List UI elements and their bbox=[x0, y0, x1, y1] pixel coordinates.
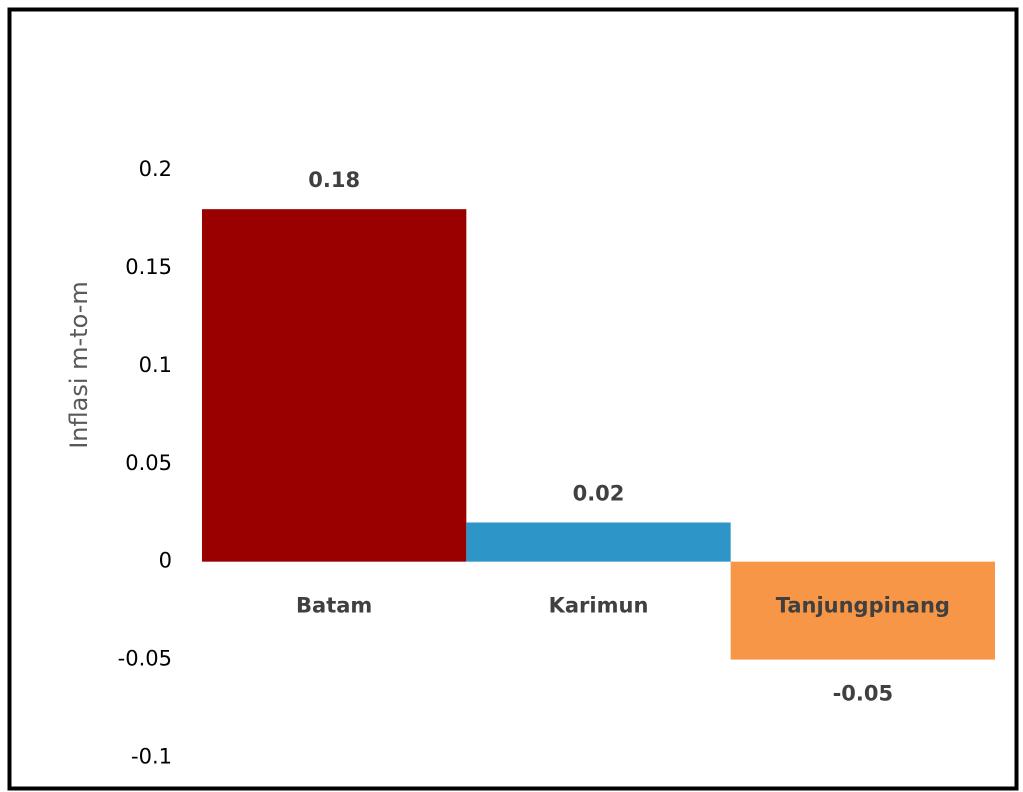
x-tick-label: Karimun bbox=[549, 594, 649, 618]
y-tick-label: -0.05 bbox=[118, 647, 172, 671]
chart-border bbox=[7, 7, 1019, 791]
y-tick-label: 0.1 bbox=[139, 353, 172, 377]
y-tick-label: 0 bbox=[159, 549, 172, 573]
x-tick-label: Tanjungpinang bbox=[776, 594, 950, 618]
y-tick-label: 0.05 bbox=[125, 451, 172, 475]
y-tick-label: 0.15 bbox=[125, 255, 172, 279]
value-label: 0.02 bbox=[573, 482, 625, 506]
x-tick-label: Batam bbox=[296, 594, 372, 618]
bar bbox=[202, 209, 467, 562]
bar bbox=[730, 561, 995, 660]
bar bbox=[466, 522, 731, 562]
y-axis-label: Inflasi m-to-m bbox=[65, 281, 93, 449]
value-label: -0.05 bbox=[833, 682, 894, 706]
value-label: 0.18 bbox=[308, 168, 360, 192]
y-tick-label: -0.1 bbox=[131, 745, 172, 769]
y-tick-label: 0.2 bbox=[139, 157, 172, 181]
